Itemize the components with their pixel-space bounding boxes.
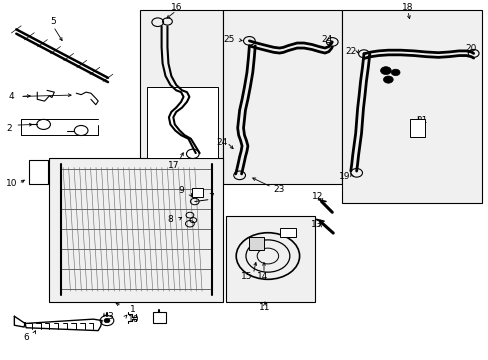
Bar xyxy=(147,87,217,158)
Circle shape xyxy=(390,69,399,76)
Text: 21: 21 xyxy=(416,116,427,125)
Text: 6: 6 xyxy=(23,333,29,342)
Bar xyxy=(153,312,166,323)
Bar xyxy=(249,237,264,249)
Text: 12: 12 xyxy=(311,192,323,201)
Text: 23: 23 xyxy=(272,185,284,194)
Bar xyxy=(341,10,482,203)
Text: 7: 7 xyxy=(208,193,214,202)
Bar xyxy=(409,119,424,137)
Text: 14: 14 xyxy=(256,272,268,281)
Text: 16: 16 xyxy=(170,3,182,12)
Circle shape xyxy=(383,76,392,83)
Bar xyxy=(140,10,222,171)
Text: 18: 18 xyxy=(401,3,413,12)
Text: 3: 3 xyxy=(107,312,113,321)
Bar xyxy=(222,10,341,184)
Text: 5: 5 xyxy=(50,17,56,26)
Text: 4: 4 xyxy=(9,92,14,101)
Bar xyxy=(191,188,202,197)
Circle shape xyxy=(380,67,390,75)
Text: 24: 24 xyxy=(216,138,227,147)
Text: 11: 11 xyxy=(259,303,270,312)
Text: 8: 8 xyxy=(167,215,173,224)
Text: 10: 10 xyxy=(127,315,139,324)
Text: 19: 19 xyxy=(338,172,349,181)
Text: 9: 9 xyxy=(178,186,183,195)
Bar xyxy=(280,228,295,237)
Bar xyxy=(29,160,48,184)
Text: 15: 15 xyxy=(241,272,252,281)
Text: 1: 1 xyxy=(129,305,135,314)
Text: 26: 26 xyxy=(155,315,166,324)
Bar xyxy=(49,158,222,302)
Text: 2: 2 xyxy=(7,123,12,132)
Text: 22: 22 xyxy=(345,48,356,57)
Text: 25: 25 xyxy=(223,35,234,44)
Text: 20: 20 xyxy=(465,44,476,53)
Bar xyxy=(225,216,315,302)
Circle shape xyxy=(104,319,110,323)
Text: 13: 13 xyxy=(310,220,322,229)
Text: 10: 10 xyxy=(6,179,17,188)
Text: 17: 17 xyxy=(168,161,179,170)
Text: 24: 24 xyxy=(321,35,332,44)
